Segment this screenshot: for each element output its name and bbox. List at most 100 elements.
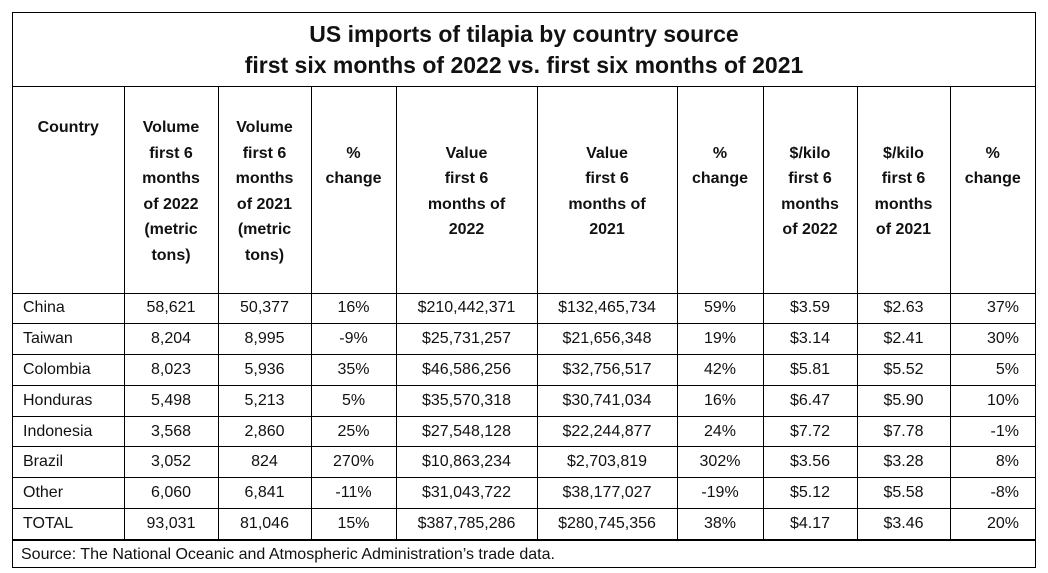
value-2022-cell: $31,043,722 <box>395 477 538 510</box>
header-line: $/kilo <box>883 144 924 162</box>
header-line: months <box>235 170 294 187</box>
volume-2022-cell: 93,031 <box>123 508 219 540</box>
price-2021-cell: $5.90 <box>856 384 951 417</box>
header-line: months <box>142 170 200 187</box>
table-row: TOTAL 93,031 81,046 15% $387,785,286 $280,745… <box>13 508 1035 540</box>
table-frame: US imports of tilapia by country source … <box>12 12 1036 568</box>
header-line: tons) <box>244 246 285 264</box>
header-price-2022: $/kilo first 6 months of 2022 <box>762 87 858 294</box>
value-2022-cell: $210,442,371 <box>395 292 538 325</box>
header-line: of 2021 <box>236 195 293 213</box>
country-cell: Indonesia <box>13 415 125 448</box>
header-line: first 6 <box>242 144 287 162</box>
country-cell: Colombia <box>13 354 125 386</box>
price-change-cell: 30% <box>949 323 1035 356</box>
table-row: Colombia 8,023 5,936 35% $46,586,256 $32,756,… <box>13 354 1035 386</box>
table-title: US imports of tilapia by country source … <box>13 13 1035 87</box>
header-line: months <box>874 195 933 213</box>
volume-2021-cell: 5,213 <box>217 384 312 417</box>
volume-2022-cell: 3,052 <box>123 446 219 479</box>
volume-change-cell: 35% <box>310 354 397 386</box>
price-2022-cell: $5.81 <box>762 354 858 386</box>
price-change-cell: 10% <box>949 384 1035 417</box>
volume-2021-cell: 6,841 <box>217 477 312 510</box>
header-line: (metric <box>237 221 292 238</box>
price-2022-cell: $5.12 <box>762 477 858 510</box>
price-change-cell: 8% <box>949 446 1035 479</box>
header-line: % <box>346 144 361 162</box>
volume-2021-cell: 5,936 <box>217 354 312 386</box>
header-value-change: % change <box>676 87 764 294</box>
value-change-cell: 19% <box>676 323 764 356</box>
value-2021-cell: $32,756,517 <box>536 354 678 386</box>
country-cell: Other <box>13 477 125 510</box>
header-price-2021: $/kilo first 6 months of 2021 <box>856 87 951 294</box>
value-change-cell: -19% <box>676 477 764 510</box>
country-cell: Taiwan <box>13 323 125 356</box>
header-line: first 6 <box>149 144 193 162</box>
volume-change-cell: 16% <box>310 292 397 325</box>
country-cell: Brazil <box>13 446 125 479</box>
header-line: Value <box>445 144 488 162</box>
volume-2021-cell: 8,995 <box>217 323 312 356</box>
country-cell: TOTAL <box>13 508 125 540</box>
header-line: change <box>325 170 382 187</box>
country-cell: Honduras <box>13 384 125 417</box>
value-2021-cell: $21,656,348 <box>536 323 678 356</box>
price-2021-cell: $3.46 <box>856 508 951 540</box>
price-2022-cell: $3.59 <box>762 292 858 325</box>
table-row: Other 6,060 6,841 -11% $31,043,722 $38,177,02… <box>13 477 1035 510</box>
header-value-2022: Value first 6 months of 2022 <box>395 87 538 294</box>
header-line: 2022 <box>448 221 485 238</box>
country-cell: China <box>13 292 125 325</box>
volume-change-cell: -11% <box>310 477 397 510</box>
value-2021-cell: $132,465,734 <box>536 292 678 325</box>
value-2022-cell: $25,731,257 <box>395 323 538 356</box>
value-2022-cell: $27,548,128 <box>395 415 538 448</box>
header-price-change: % change <box>949 87 1035 294</box>
price-change-cell: 5% <box>949 354 1035 386</box>
value-2021-cell: $2,703,819 <box>536 446 678 479</box>
value-2022-cell: $10,863,234 <box>395 446 538 479</box>
title-line-1: US imports of tilapia by country source <box>309 21 739 47</box>
price-change-cell: 37% <box>949 292 1035 325</box>
header-line: $/kilo <box>789 144 831 162</box>
header-line: Volume <box>236 119 293 136</box>
header-volume-2021: Volume first 6 months of 2021 (metric tons) <box>217 87 312 294</box>
header-line: of 2021 <box>875 221 932 238</box>
volume-change-cell: 15% <box>310 508 397 540</box>
volume-change-cell: 270% <box>310 446 397 479</box>
price-2021-cell: $5.52 <box>856 354 951 386</box>
header-line: % <box>712 144 728 162</box>
header-volume-change: % change <box>310 87 397 294</box>
header-line: tons) <box>151 246 191 264</box>
header-line: first 6 <box>585 170 629 187</box>
volume-2021-cell: 50,377 <box>217 292 312 325</box>
volume-2021-cell: 2,860 <box>217 415 312 448</box>
value-change-cell: 38% <box>676 508 764 540</box>
source-note: Source: The National Oceanic and Atmosph… <box>13 539 1035 569</box>
header-line: change <box>964 170 1021 187</box>
value-2021-cell: $280,745,356 <box>536 508 678 540</box>
volume-change-cell: -9% <box>310 323 397 356</box>
tilapia-imports-table: Country Volume first 6 months of 2022 (metric… <box>13 87 1035 540</box>
price-2022-cell: $4.17 <box>762 508 858 540</box>
volume-change-cell: 25% <box>310 415 397 448</box>
value-2021-cell: $30,741,034 <box>536 384 678 417</box>
header-line: first 6 <box>881 170 926 187</box>
header-line: 2021 <box>589 221 625 238</box>
header-line: first 6 <box>444 170 489 187</box>
volume-2021-cell: 824 <box>217 446 312 479</box>
header-line: months of <box>568 195 646 213</box>
value-change-cell: 16% <box>676 384 764 417</box>
price-2021-cell: $7.78 <box>856 415 951 448</box>
header-row: Country Volume first 6 months of 2022 (metric… <box>13 87 1035 294</box>
table-row: Honduras 5,498 5,213 5% $35,570,318 $30,741,0… <box>13 384 1035 417</box>
table-row: Brazil 3,052 824 270% $10,863,234 $2,703,819 3… <box>13 446 1035 479</box>
price-2021-cell: $3.28 <box>856 446 951 479</box>
volume-2022-cell: 8,023 <box>123 354 219 386</box>
price-2021-cell: $2.41 <box>856 323 951 356</box>
price-change-cell: -1% <box>949 415 1035 448</box>
value-change-cell: 42% <box>676 354 764 386</box>
title-line-2: first six months of 2022 vs. first six m… <box>244 52 804 78</box>
